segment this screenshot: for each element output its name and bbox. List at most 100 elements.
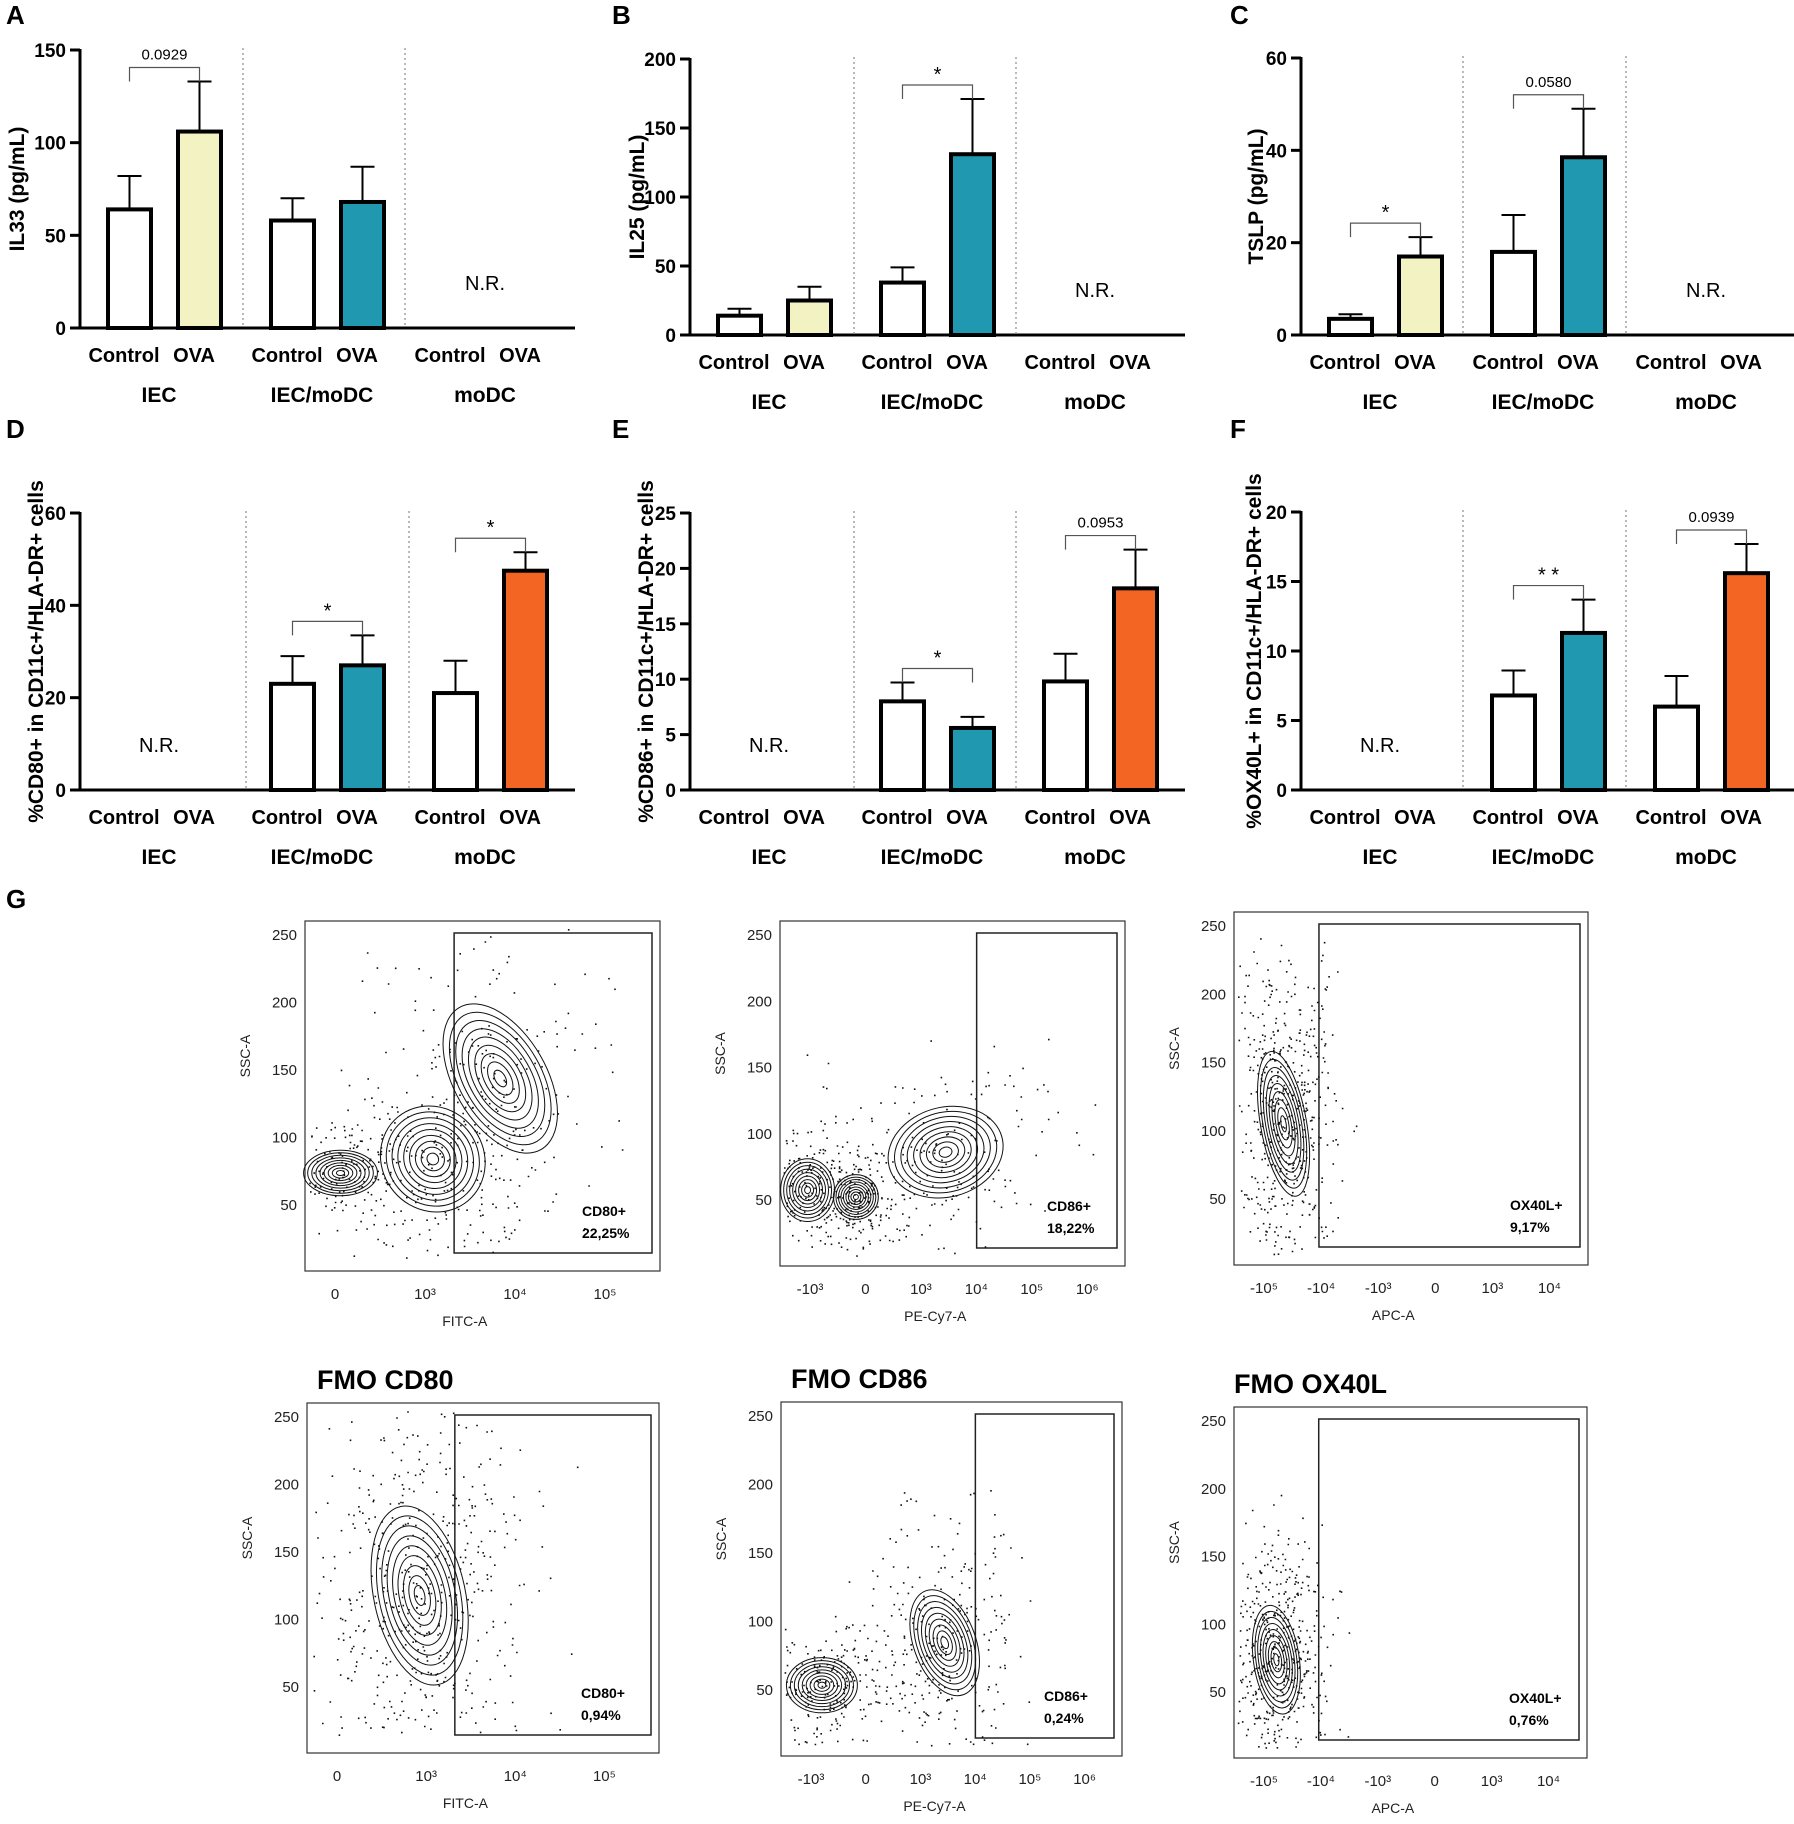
bar-ova bbox=[786, 298, 833, 337]
category-label: Control bbox=[1024, 807, 1095, 829]
y-axis-label: SSC-A bbox=[713, 1517, 729, 1560]
category-label: OVA bbox=[173, 807, 215, 829]
not-reported-label: N.R. bbox=[139, 735, 179, 757]
density-contour bbox=[1257, 1050, 1311, 1197]
bar-control bbox=[716, 313, 763, 337]
group-label: moDC bbox=[1675, 391, 1737, 414]
density-contour bbox=[813, 1678, 831, 1692]
density-contour bbox=[307, 1152, 374, 1194]
flow-plot-title: FMO CD86 bbox=[791, 1364, 928, 1394]
category-label: Control bbox=[861, 807, 932, 829]
x-axis-label: APC-A bbox=[1371, 1800, 1414, 1816]
bar-control bbox=[269, 218, 316, 330]
density-contour bbox=[893, 1110, 998, 1194]
y-tick-label: 200 bbox=[1201, 986, 1226, 1003]
y-tick-label: 250 bbox=[747, 927, 772, 944]
significance-bracket bbox=[1064, 534, 1137, 550]
x-tick-label: 10⁶ bbox=[1073, 1771, 1096, 1788]
bar-control bbox=[1490, 249, 1537, 337]
y-tick-label: 50 bbox=[655, 257, 676, 278]
panel-f: F 0 5 10 15 20%OX40L+ in CD11c+/HLA-DR+ cells… bbox=[1230, 414, 1794, 869]
category-label: Control bbox=[861, 352, 932, 374]
group-iec-modc: Control OVA IEC/moDC * * bbox=[1472, 565, 1607, 869]
significance-label: 0.0580 bbox=[1526, 74, 1572, 91]
significance-bracket bbox=[128, 66, 201, 82]
group-label: IEC/moDC bbox=[271, 384, 374, 407]
group-label: IEC/moDC bbox=[1492, 846, 1595, 869]
y-tick-label: 50 bbox=[45, 226, 66, 247]
y-tick-label: 250 bbox=[748, 1408, 773, 1425]
category-label: Control bbox=[251, 345, 322, 367]
density-contour bbox=[391, 1117, 475, 1201]
y-tick-label: 20 bbox=[655, 559, 676, 580]
x-tick-label: 10⁵ bbox=[1020, 1281, 1043, 1298]
density-contour bbox=[932, 1624, 957, 1661]
category-label: Control bbox=[1472, 352, 1543, 374]
significance-label: 0.0953 bbox=[1078, 515, 1124, 532]
group-label: IEC/moDC bbox=[271, 846, 374, 869]
gate-label: CD86+ bbox=[1044, 1688, 1088, 1704]
y-tick-label: 100 bbox=[1201, 1123, 1226, 1140]
bar-control bbox=[1327, 316, 1374, 338]
group-iec: Control OVA IEC N.R. bbox=[1309, 735, 1435, 869]
y-tick-label: 60 bbox=[45, 504, 66, 525]
y-axis-label: %CD86+ in CD11c+/HLA-DR+ cells bbox=[635, 480, 658, 823]
group-modc: Control OVA moDC N.R. bbox=[1635, 280, 1761, 414]
group-iec-modc: Control OVA IEC/moDC * bbox=[251, 600, 386, 869]
category-label: Control bbox=[414, 807, 485, 829]
density-contour bbox=[840, 1181, 872, 1213]
x-tick-label: 10⁴ bbox=[504, 1768, 527, 1785]
y-tick-label: 15 bbox=[655, 615, 677, 636]
gate-percentage: 18,22% bbox=[1047, 1220, 1095, 1236]
x-tick-label: 10³ bbox=[1481, 1773, 1503, 1790]
not-reported-label: N.R. bbox=[1075, 280, 1115, 302]
bar-control bbox=[269, 681, 316, 792]
density-contour bbox=[928, 1618, 961, 1667]
group-label: IEC/moDC bbox=[1492, 391, 1595, 414]
y-tick-label: 40 bbox=[1266, 141, 1287, 162]
density-contour bbox=[385, 1111, 480, 1207]
x-tick-label: 0 bbox=[1431, 1280, 1439, 1297]
density-contour bbox=[381, 1525, 458, 1666]
density-contour bbox=[795, 1175, 821, 1205]
density-contour bbox=[936, 1630, 953, 1655]
density-contour bbox=[913, 1126, 979, 1179]
y-tick-label: 40 bbox=[45, 596, 66, 617]
density-contour bbox=[413, 1585, 426, 1606]
flow-plot-fmo-ox40l: FMO OX40L 250 200 150 100 50 SSC-A -10⁵ -10⁴ -10³… bbox=[1166, 1369, 1588, 1816]
density-contour bbox=[906, 1121, 985, 1184]
x-tick-label: -10⁴ bbox=[1307, 1773, 1335, 1790]
bar-control bbox=[879, 699, 926, 792]
category-label: OVA bbox=[1720, 807, 1762, 829]
y-tick-label: 50 bbox=[755, 1192, 772, 1209]
density-contour bbox=[1271, 1091, 1296, 1157]
gate bbox=[1318, 923, 1581, 1248]
y-tick-label: 250 bbox=[1201, 1413, 1226, 1430]
event-dots bbox=[309, 929, 624, 1259]
flow-plot-title: FMO CD80 bbox=[317, 1365, 454, 1395]
not-reported-label: N.R. bbox=[1360, 735, 1400, 757]
category-label: OVA bbox=[1109, 807, 1151, 829]
density-contour bbox=[804, 1186, 812, 1195]
category-label: OVA bbox=[499, 807, 541, 829]
bar-ova bbox=[949, 152, 996, 337]
group-label: IEC bbox=[751, 846, 786, 869]
y-tick-label: 100 bbox=[1201, 1616, 1226, 1633]
group-label: IEC bbox=[1362, 391, 1397, 414]
y-axis-label: TSLP (pg/mL) bbox=[1245, 128, 1268, 264]
density-contour bbox=[852, 1194, 859, 1200]
x-tick-label: -10³ bbox=[798, 1771, 825, 1788]
density-contour bbox=[315, 1157, 366, 1189]
density-contour bbox=[938, 1146, 953, 1158]
y-tick-label: 150 bbox=[34, 41, 66, 62]
x-tick-label: 10⁴ bbox=[964, 1771, 987, 1788]
bar-ova bbox=[1723, 571, 1770, 792]
y-axis-label: SSC-A bbox=[712, 1031, 728, 1074]
x-tick-label: 0 bbox=[862, 1771, 870, 1788]
category-label: Control bbox=[1635, 807, 1706, 829]
y-tick-label: 200 bbox=[272, 995, 297, 1012]
density-contour bbox=[924, 1612, 965, 1673]
y-tick-label: 20 bbox=[1266, 234, 1287, 255]
